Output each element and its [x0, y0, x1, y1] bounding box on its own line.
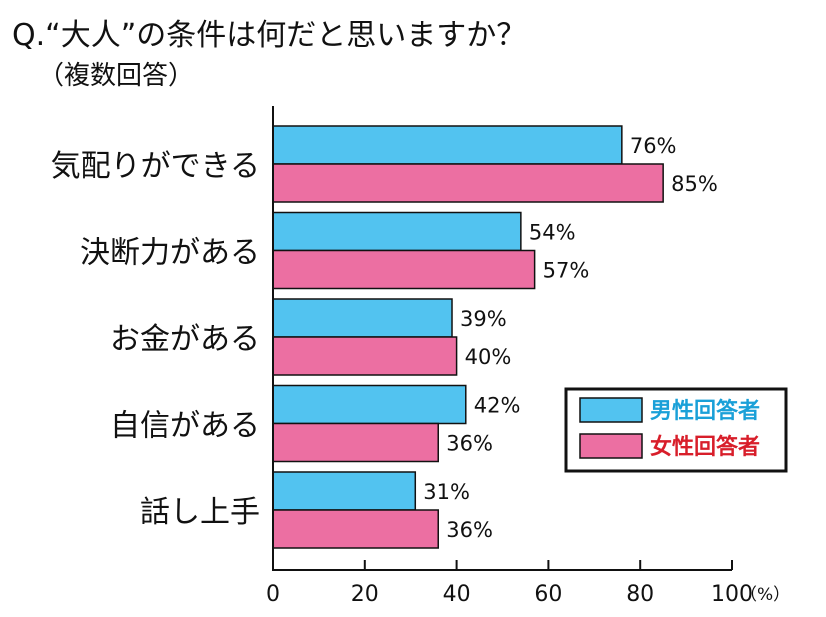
chart-marks: 気配りができる 76% 85% 決断力がある 54% 57% お金がある 39% 40% 自信があ…	[51, 125, 718, 549]
chart-title: Q.“大人”の条件は何だと思いますか？	[12, 18, 526, 53]
category-label: お金がある	[110, 322, 260, 357]
legend-swatch	[579, 433, 643, 459]
legend-label: 男性回答者	[650, 398, 760, 424]
category-label: 自信がある	[110, 409, 260, 444]
bar	[272, 336, 458, 376]
data-label: 36%	[446, 432, 493, 456]
bar	[272, 249, 536, 290]
x-axis-ticks: 0 20 40 60 80 100	[266, 560, 753, 607]
x-tick-label: 40	[443, 582, 471, 607]
bar	[272, 163, 664, 203]
data-label: 36%	[446, 518, 493, 542]
data-label: 85%	[671, 172, 718, 196]
data-label: 31%	[423, 480, 470, 504]
bar	[272, 471, 417, 511]
bar	[272, 125, 623, 165]
x-axis-unit: （%）	[740, 585, 790, 605]
category-label: 話し上手	[140, 495, 260, 530]
legend-label: 女性回答者	[650, 434, 760, 460]
bar	[272, 422, 439, 463]
x-tick-label: 20	[351, 582, 379, 607]
bar	[272, 211, 522, 252]
x-tick-label: 60	[534, 582, 562, 607]
data-label: 40%	[465, 345, 512, 369]
chart-subtitle: （複数回答）	[38, 61, 194, 91]
x-tick-label: 80	[626, 582, 654, 607]
data-label: 39%	[460, 307, 507, 331]
data-label: 76%	[630, 134, 677, 158]
bar	[272, 384, 467, 425]
x-tick-label: 0	[266, 582, 280, 607]
data-label: 54%	[529, 221, 576, 245]
x-tick-label: 100	[711, 582, 753, 607]
category-label: 気配りができる	[51, 149, 260, 184]
data-label: 57%	[543, 259, 590, 283]
legend-swatch	[579, 397, 643, 423]
category-label: 決断力がある	[80, 236, 260, 271]
bar	[272, 509, 439, 549]
bar	[272, 298, 453, 338]
data-label: 42%	[474, 394, 521, 418]
